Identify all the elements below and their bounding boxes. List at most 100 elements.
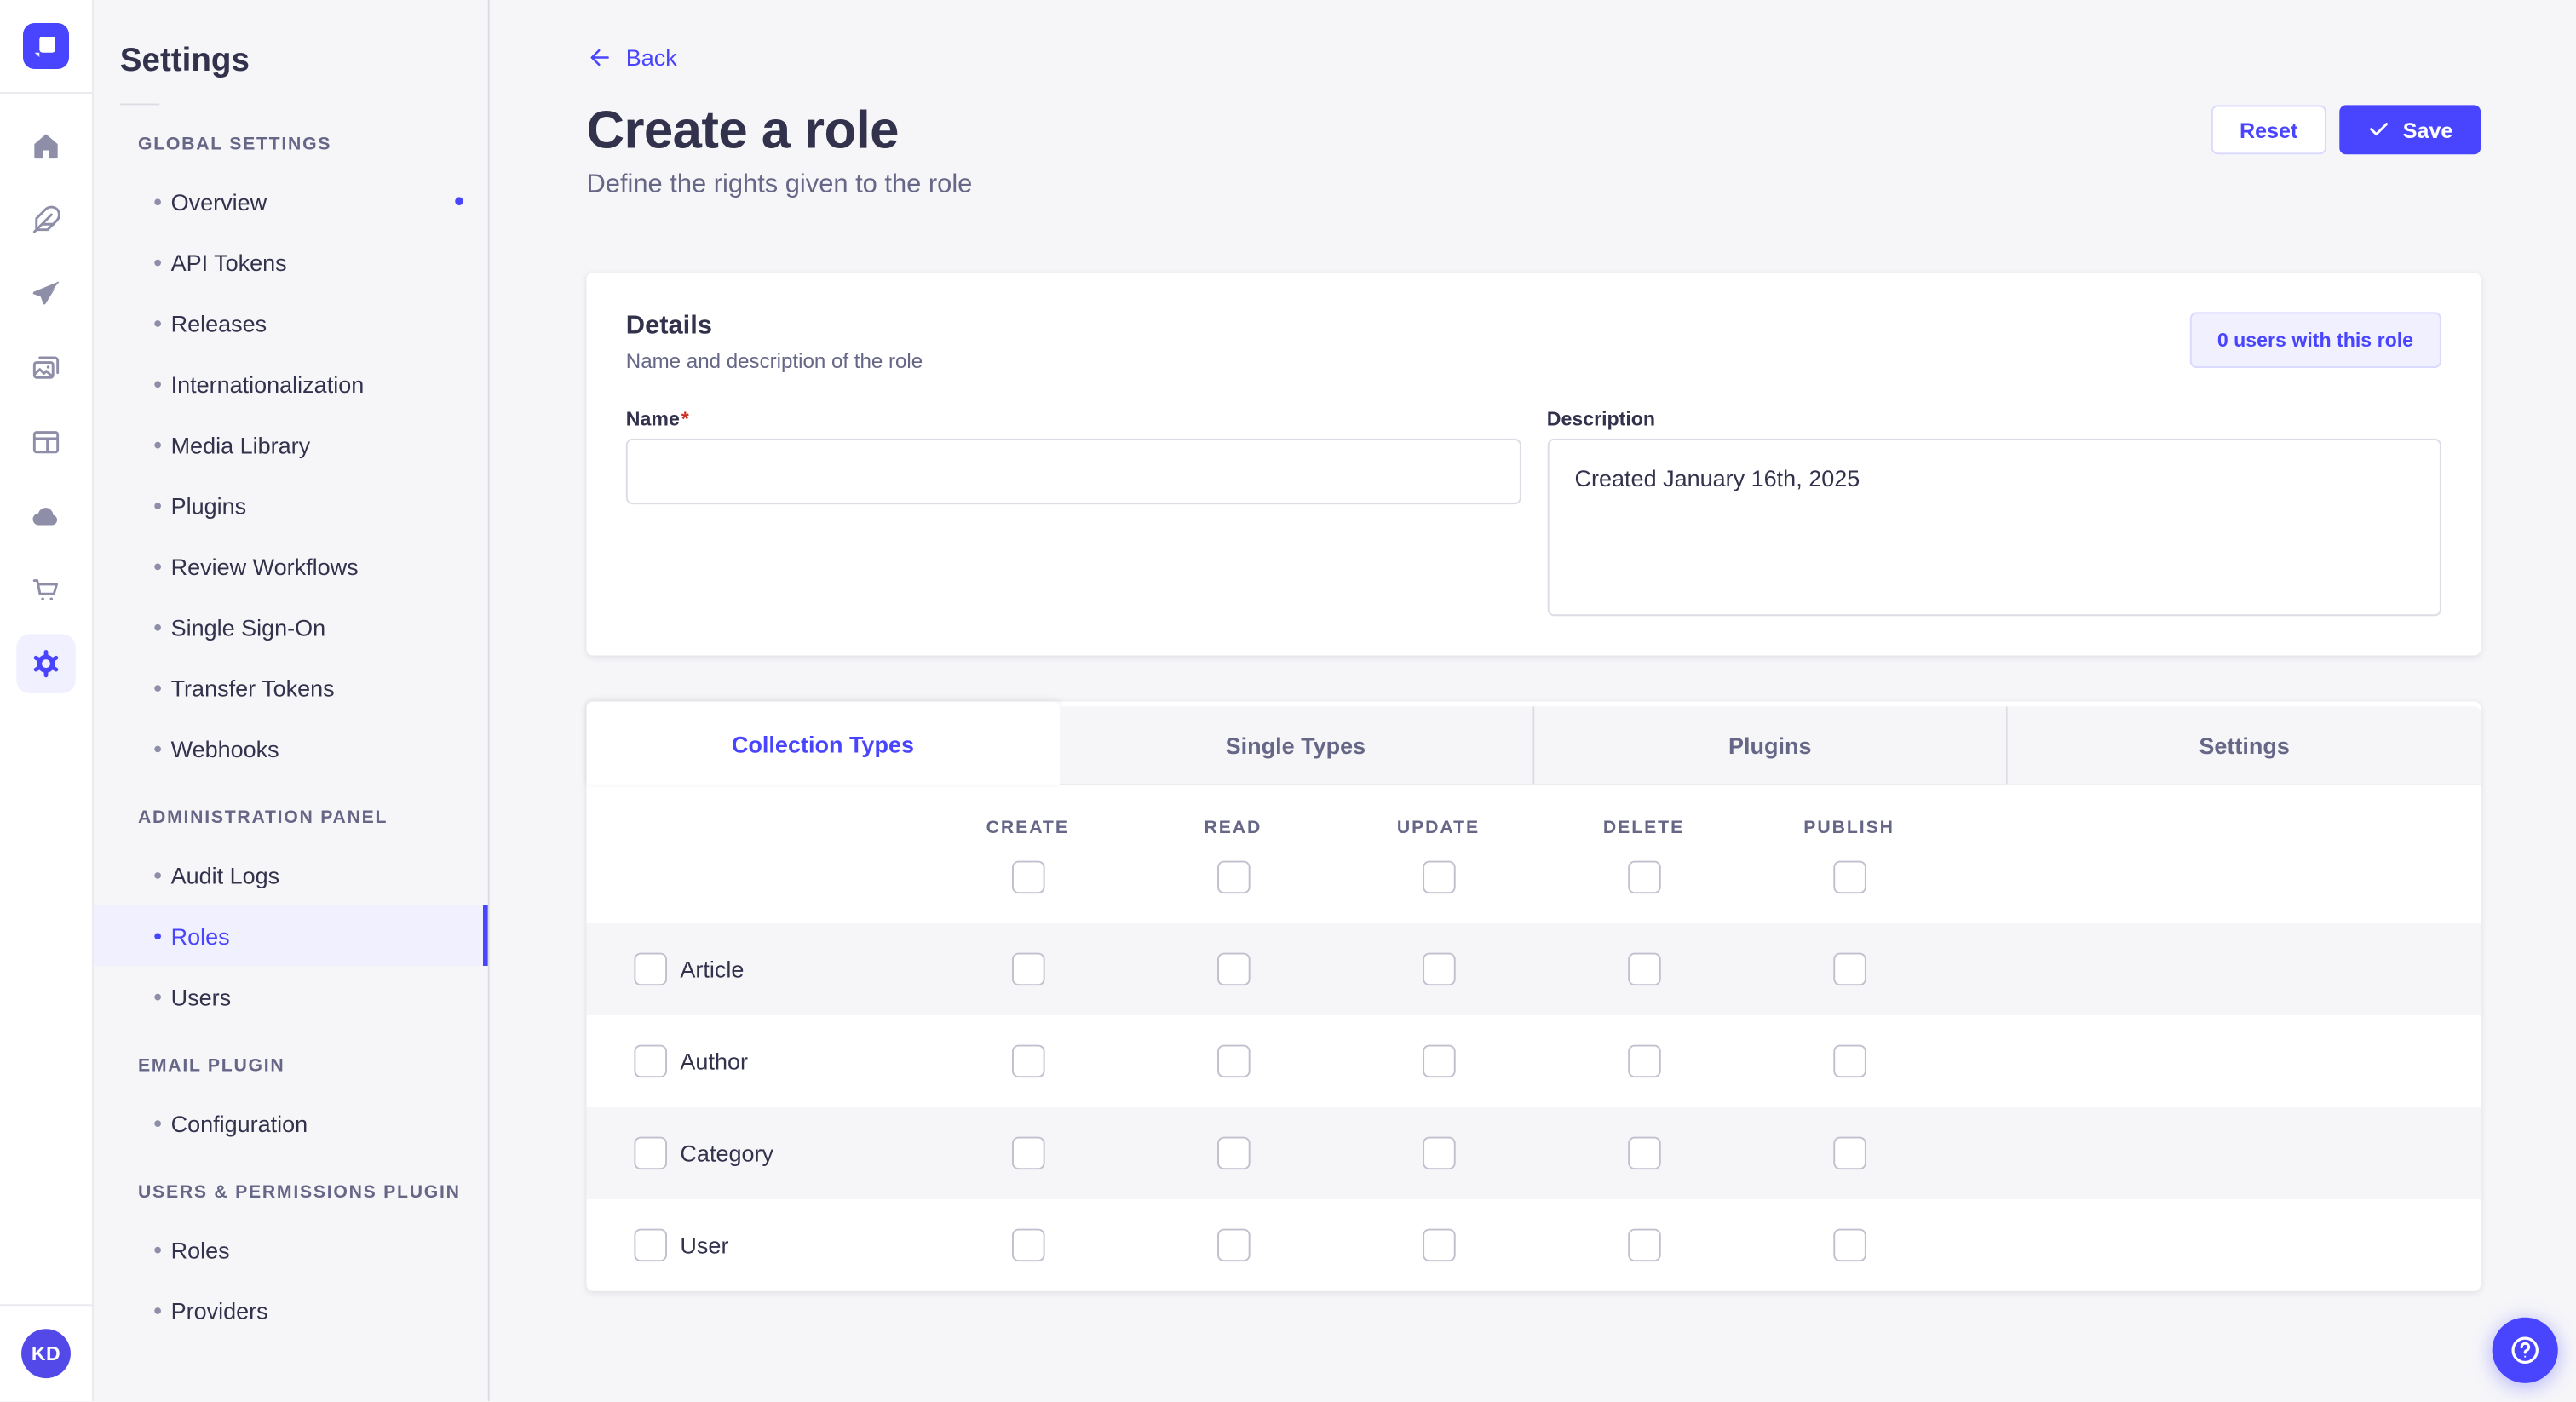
save-label: Save <box>2402 117 2453 142</box>
bullet-icon <box>154 871 161 878</box>
table-row-author: Author <box>586 1015 2481 1107</box>
sidebar-item-webhooks[interactable]: Webhooks <box>94 718 488 779</box>
tab-single-types[interactable]: Single Types <box>1059 706 1532 785</box>
notification-dot <box>455 197 463 206</box>
sidebar-item-single-sign-on[interactable]: Single Sign-On <box>94 596 488 657</box>
select-all-read-checkbox[interactable] <box>1216 860 1250 894</box>
section-email-plugin: EMAIL PLUGIN Configuration <box>94 1056 488 1153</box>
article-read-checkbox[interactable] <box>1216 952 1250 986</box>
author-create-checkbox[interactable] <box>1011 1044 1044 1078</box>
check-icon <box>2369 123 2388 136</box>
bullet-icon <box>154 1307 161 1313</box>
article-delete-checkbox[interactable] <box>1627 952 1660 986</box>
section-heading: ADMINISTRATION PANEL <box>137 807 388 828</box>
user-update-checkbox[interactable] <box>1422 1228 1455 1262</box>
author-row-checkbox[interactable] <box>634 1044 667 1078</box>
sidebar-item-api-tokens[interactable]: API Tokens <box>94 232 488 292</box>
user-row-checkbox[interactable] <box>634 1228 667 1262</box>
details-titles: Details Name and description of the role <box>626 312 923 372</box>
category-publish-checkbox[interactable] <box>1832 1136 1866 1170</box>
sidebar-title: Settings <box>119 43 250 79</box>
category-delete-checkbox[interactable] <box>1627 1136 1660 1170</box>
bullet-icon <box>154 744 161 752</box>
save-button[interactable]: Save <box>2338 105 2481 155</box>
sidebar-item-users[interactable]: Users <box>94 966 488 1026</box>
settings-sidebar: Settings GLOBAL SETTINGS Overview API To… <box>93 0 490 1402</box>
rail-bottom: KD <box>0 1305 92 1402</box>
tab-settings[interactable]: Settings <box>2006 706 2481 785</box>
role-description-textarea[interactable]: Created January 16th, 2025 <box>1546 438 2441 617</box>
article-create-checkbox[interactable] <box>1011 952 1044 986</box>
sidebar-item-configuration[interactable]: Configuration <box>94 1092 488 1152</box>
back-arrow-icon <box>590 49 609 66</box>
page-header: Create a role Reset Save <box>586 99 2481 161</box>
bullet-icon <box>154 319 161 326</box>
sidebar-item-roles-up[interactable]: Roles <box>94 1219 488 1279</box>
help-question-icon <box>2511 1336 2539 1365</box>
article-row-checkbox[interactable] <box>634 952 667 986</box>
category-update-checkbox[interactable] <box>1422 1136 1455 1170</box>
users-with-role-button[interactable]: 0 users with this role <box>2189 312 2441 368</box>
sidebar-item-overview[interactable]: Overview <box>94 171 488 232</box>
user-avatar[interactable]: KD <box>21 1329 71 1379</box>
select-all-create-checkbox[interactable] <box>1011 860 1044 894</box>
category-row-checkbox[interactable] <box>634 1136 667 1170</box>
select-all-update-checkbox[interactable] <box>1422 860 1455 894</box>
column-header-create: CREATE <box>986 818 1069 838</box>
back-link[interactable]: Back <box>586 44 677 71</box>
row-label: Author <box>680 1048 748 1075</box>
sidebar-item-audit-logs[interactable]: Audit Logs <box>94 844 488 905</box>
sidebar-item-providers[interactable]: Providers <box>94 1279 488 1340</box>
sidebar-item-internationalization[interactable]: Internationalization <box>94 353 488 414</box>
tab-collection-types[interactable]: Collection Types <box>586 701 1060 785</box>
layout-icon[interactable] <box>16 412 75 471</box>
user-read-checkbox[interactable] <box>1216 1228 1250 1262</box>
name-label: Name * <box>625 407 689 431</box>
details-subtitle: Name and description of the role <box>625 349 923 373</box>
author-update-checkbox[interactable] <box>1422 1044 1455 1078</box>
content-builder-feather-icon[interactable] <box>16 191 75 250</box>
article-update-checkbox[interactable] <box>1422 952 1455 986</box>
name-field-group: Name * <box>625 407 1521 616</box>
bullet-icon <box>154 992 161 1000</box>
details-fields: Name * Description Created January 16th, … <box>625 407 2441 617</box>
author-read-checkbox[interactable] <box>1216 1044 1250 1078</box>
row-label: Category <box>680 1140 773 1167</box>
role-name-input[interactable] <box>625 438 1521 505</box>
table-row-category: Category <box>586 1106 2481 1199</box>
author-publish-checkbox[interactable] <box>1832 1044 1866 1078</box>
media-library-icon[interactable] <box>16 338 75 397</box>
select-all-publish-checkbox[interactable] <box>1832 860 1866 894</box>
tab-plugins[interactable]: Plugins <box>1532 706 2007 785</box>
settings-gear-icon[interactable] <box>16 634 76 693</box>
bullet-icon <box>154 198 161 205</box>
sidebar-item-roles-admin[interactable]: Roles <box>93 905 488 966</box>
article-publish-checkbox[interactable] <box>1832 952 1866 986</box>
user-delete-checkbox[interactable] <box>1627 1228 1660 1262</box>
sidebar-item-releases[interactable]: Releases <box>94 292 488 353</box>
bullet-icon <box>154 1119 161 1127</box>
author-delete-checkbox[interactable] <box>1627 1044 1660 1078</box>
help-button[interactable] <box>2492 1317 2558 1383</box>
section-heading: USERS & PERMISSIONS PLUGIN <box>137 1182 461 1203</box>
column-header-read: READ <box>1204 818 1262 838</box>
sidebar-item-review-workflows[interactable]: Review Workflows <box>94 536 488 596</box>
send-plane-icon[interactable] <box>16 264 75 323</box>
sidebar-item-media-library[interactable]: Media Library <box>94 414 488 474</box>
row-label: Article <box>680 956 745 983</box>
category-create-checkbox[interactable] <box>1011 1136 1044 1170</box>
user-publish-checkbox[interactable] <box>1832 1228 1866 1262</box>
details-card: Details Name and description of the role… <box>586 273 2481 656</box>
sidebar-item-plugins[interactable]: Plugins <box>94 474 488 535</box>
home-icon[interactable] <box>16 117 75 175</box>
app-icon-rail: KD <box>0 0 94 1402</box>
sidebar-item-transfer-tokens[interactable]: Transfer Tokens <box>94 657 488 717</box>
select-all-delete-checkbox[interactable] <box>1627 860 1660 894</box>
cloud-icon[interactable] <box>16 486 75 545</box>
required-asterisk: * <box>681 407 689 431</box>
strapi-logo[interactable] <box>22 22 69 69</box>
user-create-checkbox[interactable] <box>1011 1228 1044 1262</box>
marketplace-cart-icon[interactable] <box>16 560 75 619</box>
reset-button[interactable]: Reset <box>2211 105 2326 155</box>
category-read-checkbox[interactable] <box>1216 1136 1250 1170</box>
